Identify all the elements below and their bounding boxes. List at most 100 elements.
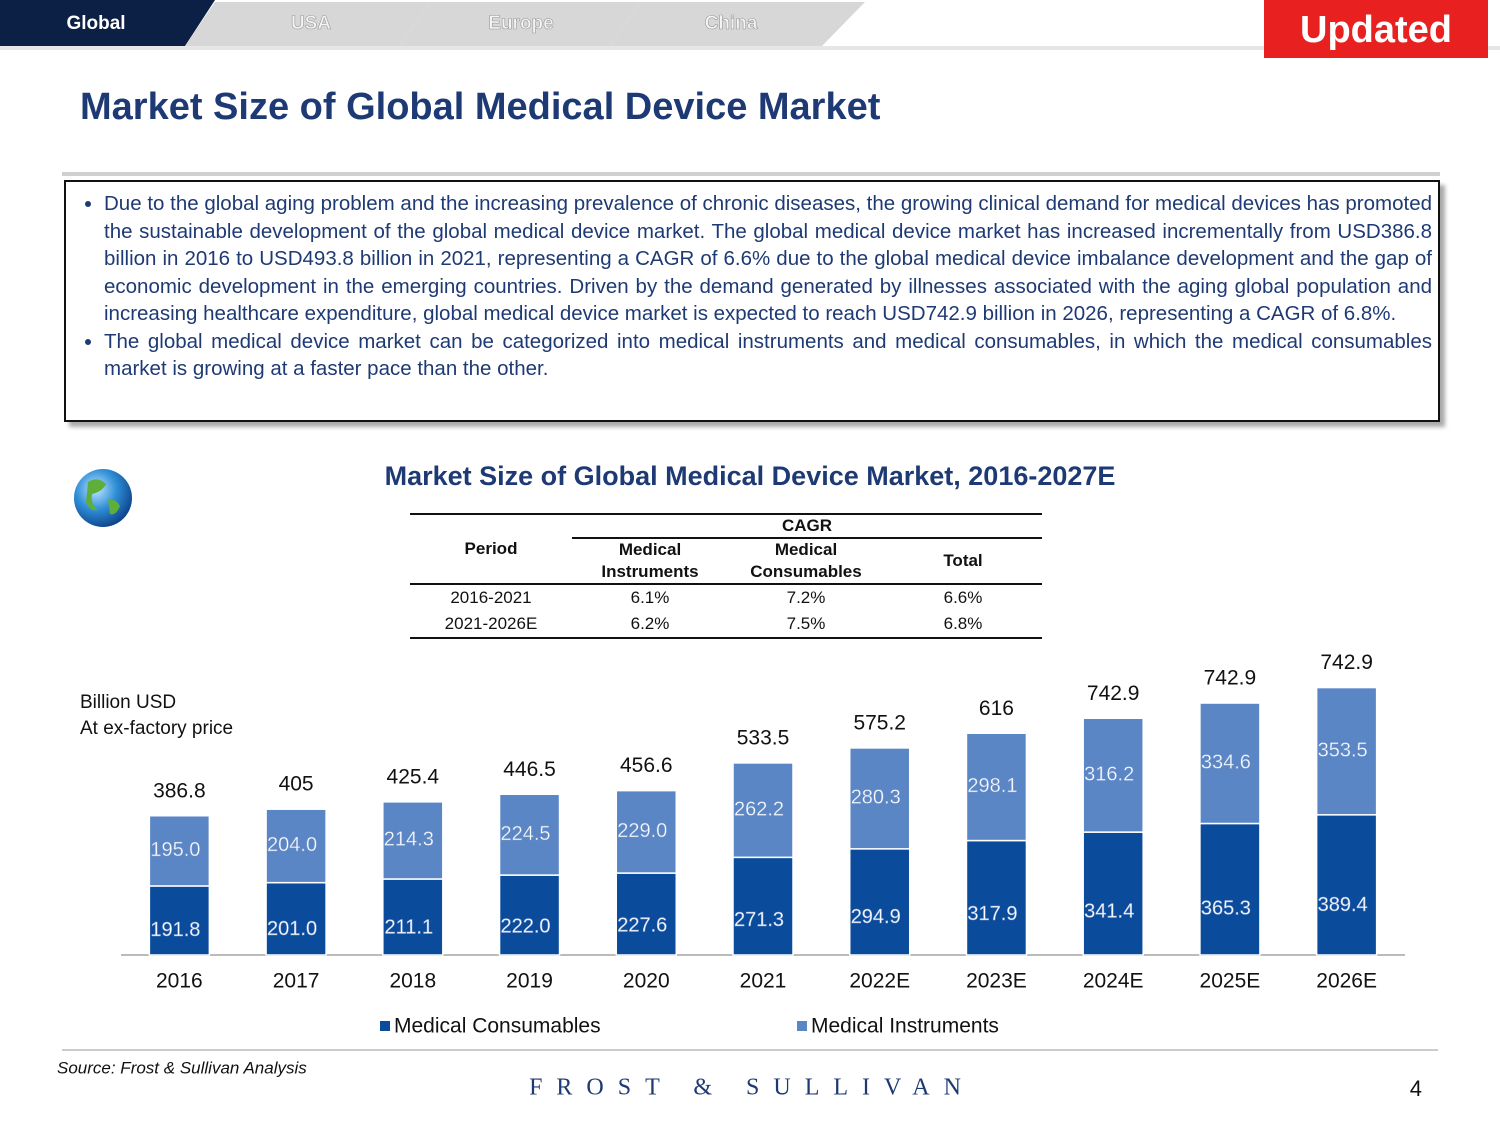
bar-segment <box>148 885 211 956</box>
globe-icon <box>74 469 132 527</box>
total-label: 575.2 <box>853 711 906 734</box>
legend-label: Medical Consumables <box>394 1015 601 1038</box>
value-label: 204.0 <box>267 834 317 856</box>
value-label: 317.9 <box>967 903 1017 925</box>
chart-title: Market Size of Global Medical Device Mar… <box>385 461 1116 491</box>
table-header: Period <box>410 514 572 585</box>
value-label: 262.2 <box>734 798 784 820</box>
value-label: 334.6 <box>1201 752 1251 774</box>
value-label: 227.6 <box>617 915 667 937</box>
bullet: Due to the global aging problem and the … <box>104 190 1432 328</box>
total-label: 533.5 <box>737 726 790 749</box>
x-tick-label: 2018 <box>389 970 436 993</box>
tab-label[interactable]: Europe <box>488 13 554 35</box>
bullet: The global medical device market can be … <box>104 328 1432 383</box>
x-tick-label: 2017 <box>273 970 320 993</box>
tab-shape <box>185 2 430 46</box>
value-label: 214.3 <box>384 829 434 851</box>
bar-segment <box>148 815 211 887</box>
value-label: 316.2 <box>1084 763 1134 785</box>
x-tick-label: 2019 <box>506 970 553 993</box>
x-tick-label: 2023E <box>966 970 1027 993</box>
globe-land <box>86 479 120 515</box>
tab-shape <box>400 2 640 46</box>
value-label: 271.3 <box>734 909 784 931</box>
unit-label: At ex-factory price <box>80 718 233 739</box>
table-cell: 7.2% <box>786 588 826 607</box>
bar-segment <box>965 839 1028 956</box>
table-header: Medical Consumables <box>750 540 862 581</box>
x-tick-label: 2020 <box>623 970 670 993</box>
x-tick-label: 2025E <box>1200 970 1261 993</box>
total-label: 456.6 <box>620 754 673 777</box>
table-cell: 6.6% <box>943 588 983 607</box>
tab-label[interactable]: Global <box>66 13 125 34</box>
tab-label[interactable]: China <box>704 13 758 35</box>
value-label: 341.4 <box>1084 900 1134 922</box>
tab-label[interactable]: USA <box>291 13 332 35</box>
legend-label: Medical Instruments <box>811 1015 999 1038</box>
bar-segment <box>498 793 561 876</box>
value-label: 222.0 <box>501 915 551 937</box>
total-label: 405 <box>279 773 314 796</box>
value-label: 389.4 <box>1318 894 1368 916</box>
tab-shape <box>610 2 865 46</box>
table-cell: 2016-2021 <box>450 588 532 607</box>
x-tick-label: 2026E <box>1316 970 1377 993</box>
bar-segment <box>1199 822 1261 956</box>
x-tick-label: 2022E <box>849 970 910 993</box>
table-group-header: CAGR <box>572 514 1042 539</box>
bar-segment <box>498 874 561 956</box>
bar-segment <box>732 856 794 956</box>
table-cell: 6.2% <box>630 614 670 633</box>
bar-segment <box>1082 831 1144 956</box>
value-label: 224.5 <box>501 823 551 845</box>
x-tick-label: 2024E <box>1083 970 1144 993</box>
cagr-table: Period CAGR Medical Instruments Medical … <box>410 513 1042 639</box>
slide-title: Market Size of Global Medical Device Mar… <box>80 86 881 128</box>
total-label: 386.8 <box>153 779 206 802</box>
x-tick-label: 2016 <box>156 970 203 993</box>
bar-segment <box>265 808 327 884</box>
source: Source: Frost & Sullivan Analysis <box>57 1058 307 1077</box>
value-label: 229.0 <box>617 820 667 842</box>
value-label: 191.8 <box>150 919 200 941</box>
table-cell: 7.5% <box>786 614 826 633</box>
bar-segment <box>848 747 911 850</box>
total-label: 742.9 <box>1320 651 1373 674</box>
total-label: 446.5 <box>503 758 556 781</box>
bar-segment <box>1315 814 1378 956</box>
total-label: 742.9 <box>1087 682 1140 705</box>
table-cell: 6.8% <box>943 614 983 633</box>
table-header: Total <box>943 551 983 570</box>
total-label: 616 <box>979 697 1014 720</box>
tab-shape <box>0 0 215 46</box>
value-label: 201.0 <box>267 918 317 940</box>
title-rule <box>62 172 1440 176</box>
value-label: 298.1 <box>967 775 1017 797</box>
bar-segment <box>732 762 794 859</box>
x-tick-label: 2021 <box>740 970 787 993</box>
bar-segment <box>1199 702 1261 825</box>
bar-segment <box>265 881 327 956</box>
total-label: 425.4 <box>387 765 440 788</box>
table-cell: 6.1% <box>630 588 670 607</box>
value-label: 195.0 <box>150 839 200 861</box>
bar-segment <box>848 848 911 956</box>
table-cell: 2021-2026E <box>444 614 538 633</box>
logo: FROST & SULLIVAN <box>529 1075 975 1101</box>
page-number: 4 <box>1410 1076 1422 1101</box>
summary-box: Due to the global aging problem and the … <box>64 180 1440 422</box>
legend-swatch <box>380 1021 390 1031</box>
bullet-list: Due to the global aging problem and the … <box>76 190 1432 383</box>
bar-segment <box>1082 717 1144 833</box>
value-label: 365.3 <box>1201 897 1251 919</box>
legend-swatch <box>797 1021 807 1031</box>
updated-badge: Updated <box>1264 0 1488 58</box>
bar-segment <box>1315 686 1378 816</box>
unit-label: Billion USD <box>80 692 176 713</box>
bar-segment <box>615 789 678 874</box>
value-label: 353.5 <box>1318 739 1368 761</box>
